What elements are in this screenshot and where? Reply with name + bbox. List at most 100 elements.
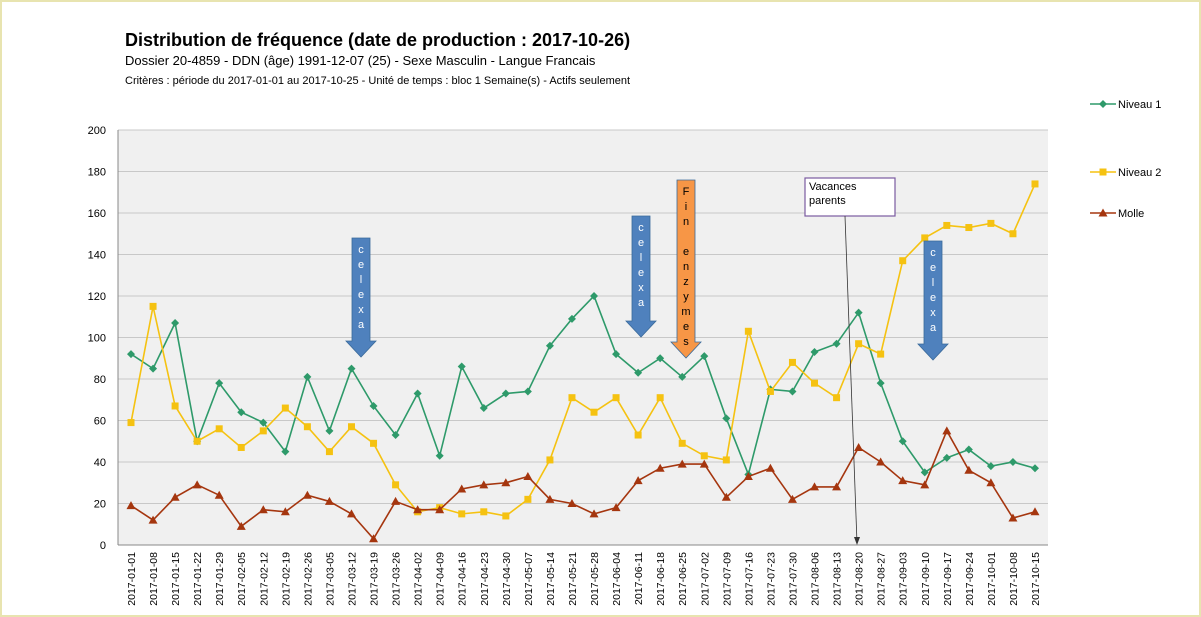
marker: [435, 451, 444, 460]
marker: [502, 512, 510, 520]
marker: [590, 408, 598, 416]
x-tick-label: 2017-07-23: [765, 552, 777, 606]
x-tick-label: 2017-09-10: [920, 552, 932, 606]
marker: [656, 394, 664, 402]
marker: [721, 492, 731, 501]
marker: [678, 372, 687, 381]
marker: [942, 426, 952, 435]
marker: [149, 364, 158, 373]
marker: [942, 453, 951, 462]
x-tick-label: 2017-01-08: [148, 552, 160, 606]
marker: [258, 505, 268, 514]
marker: [986, 478, 996, 487]
marker: [236, 521, 246, 530]
marker: [943, 221, 951, 229]
marker: [590, 292, 599, 300]
marker: [855, 340, 863, 348]
marker: [479, 480, 489, 489]
marker: [567, 499, 577, 507]
marker: [612, 394, 620, 402]
marker: [678, 439, 686, 447]
marker: [1008, 513, 1018, 522]
annotation-arrow: [345, 237, 377, 358]
marker: [1009, 230, 1017, 238]
series-line: [130, 294, 1036, 478]
marker: [811, 379, 819, 387]
marker: [921, 234, 929, 242]
marker: [1099, 168, 1107, 176]
marker: [237, 443, 245, 451]
x-tick-label: 2017-04-02: [413, 552, 425, 606]
x-tick-label: 2017-10-15: [1030, 552, 1042, 606]
marker: [237, 408, 246, 417]
marker: [325, 426, 334, 435]
marker: [611, 503, 621, 512]
marker: [656, 354, 665, 363]
callout-arrow-head: [854, 537, 860, 545]
marker: [303, 423, 311, 431]
marker: [259, 418, 268, 427]
y-tick-label: 80: [94, 374, 106, 386]
marker: [1031, 180, 1039, 188]
marker: [324, 496, 334, 505]
marker: [567, 314, 576, 323]
x-tick-label: 2017-05-28: [589, 552, 601, 606]
marker: [633, 476, 643, 485]
y-tick-label: 120: [88, 291, 106, 303]
marker: [413, 505, 423, 514]
marker: [392, 481, 400, 489]
marker: [743, 472, 753, 481]
marker: [744, 327, 752, 335]
y-tick-label: 200: [88, 125, 106, 137]
x-tick-label: 2017-03-19: [369, 552, 381, 606]
marker: [523, 387, 532, 396]
marker: [765, 463, 775, 472]
annotation-text: Fin enzymes: [680, 186, 692, 351]
x-tick-label: 2017-04-09: [435, 552, 447, 606]
marker: [788, 387, 797, 396]
marker: [898, 437, 907, 446]
callout-arrow: [844, 215, 858, 544]
marker: [899, 257, 907, 265]
x-tick-label: 2017-02-26: [302, 552, 314, 606]
marker: [214, 490, 224, 499]
x-tick-label: 2017-04-30: [501, 552, 513, 606]
marker: [259, 427, 267, 435]
marker: [479, 404, 488, 413]
marker: [501, 478, 511, 487]
marker: [215, 425, 223, 433]
marker: [524, 495, 532, 503]
marker: [766, 387, 774, 395]
marker: [281, 447, 290, 456]
chart-title: Distribution de fréquence (date de produ…: [125, 30, 630, 50]
marker: [215, 379, 224, 388]
x-tick-label: 2017-04-23: [479, 552, 491, 606]
marker: [127, 350, 135, 359]
x-tick-label: 2017-07-30: [787, 552, 799, 606]
x-tick-label: 2017-03-05: [324, 552, 336, 606]
marker: [568, 394, 576, 402]
marker: [545, 494, 555, 503]
marker: [700, 452, 708, 460]
marker: [920, 480, 930, 489]
x-tick-label: 2017-07-16: [743, 552, 755, 606]
marker: [171, 402, 179, 410]
marker: [457, 484, 467, 493]
marker: [280, 507, 290, 516]
chart-subtitle: Dossier 20-4859 - DDN (âge) 1991-12-07 (…: [125, 53, 596, 68]
marker: [833, 394, 841, 402]
marker: [458, 510, 466, 518]
marker: [788, 358, 796, 366]
marker: [898, 476, 908, 485]
marker: [634, 368, 643, 377]
annotation-arrow: [670, 179, 702, 359]
marker: [832, 482, 842, 491]
marker: [700, 352, 709, 361]
marker: [370, 439, 378, 447]
legend-label: Niveau 2: [1118, 167, 1161, 179]
marker: [546, 456, 554, 464]
marker: [986, 462, 995, 471]
marker: [347, 364, 356, 373]
x-tick-label: 2017-07-02: [699, 552, 711, 606]
annotation-arrow: [625, 215, 657, 338]
